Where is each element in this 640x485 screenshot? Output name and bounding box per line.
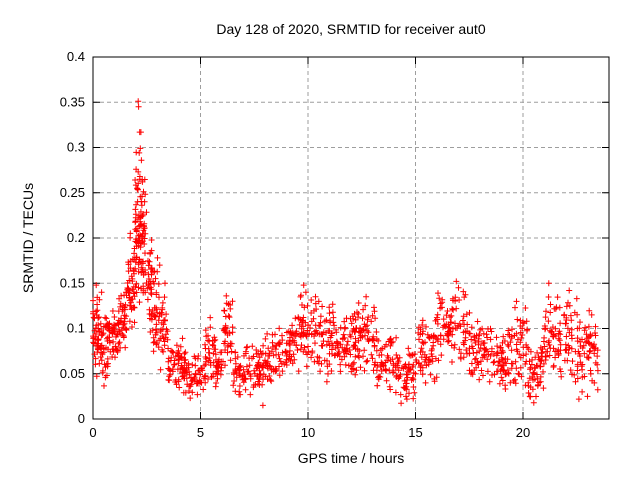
x-tick-label: 20 xyxy=(516,425,530,440)
x-tick-label: 5 xyxy=(197,425,204,440)
y-tick-label: 0.1 xyxy=(67,321,85,336)
x-axis-label: GPS time / hours xyxy=(298,450,405,466)
y-tick-label: 0.25 xyxy=(60,185,85,200)
y-tick-label: 0.05 xyxy=(60,366,85,381)
x-tick-label: 0 xyxy=(89,425,96,440)
y-tick-label: 0.4 xyxy=(67,49,85,64)
y-tick-label: 0 xyxy=(78,411,85,426)
x-tick-label: 15 xyxy=(408,425,422,440)
y-tick-label: 0.35 xyxy=(60,94,85,109)
scatter-points xyxy=(90,98,601,409)
y-axis-label: SRMTID / TECUs xyxy=(20,183,36,293)
chart-title: Day 128 of 2020, SRMTID for receiver aut… xyxy=(216,21,485,37)
y-tick-label: 0.15 xyxy=(60,275,85,290)
gridlines xyxy=(93,57,609,419)
y-tick-label: 0.2 xyxy=(67,230,85,245)
y-tick-label: 0.3 xyxy=(67,140,85,155)
x-tick-label: 10 xyxy=(301,425,315,440)
